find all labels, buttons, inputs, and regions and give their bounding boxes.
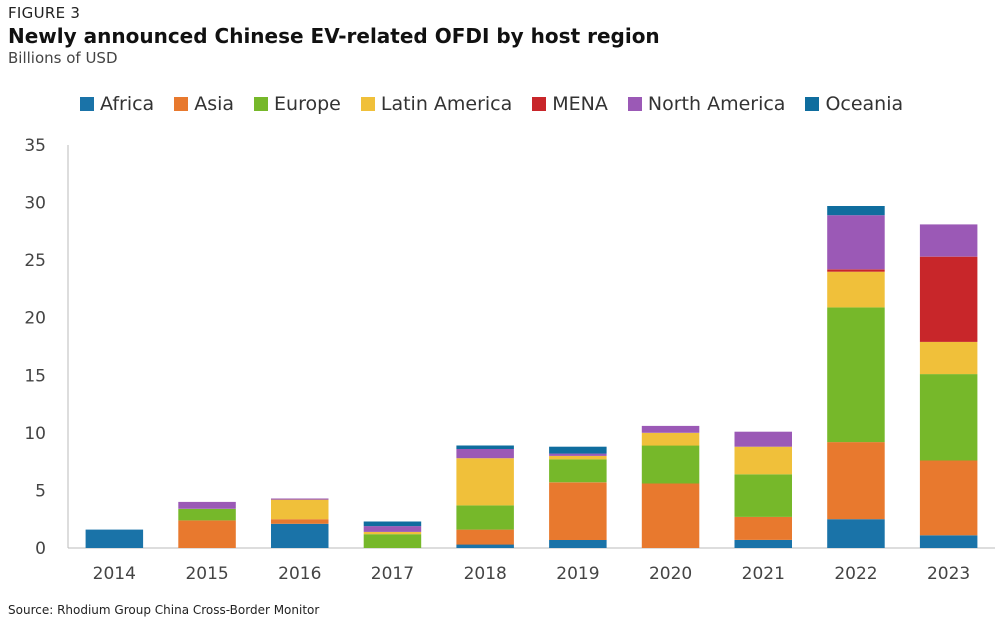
- bar-segment-2023-mena: [919, 256, 978, 342]
- bar-segment-2016-africa: [271, 523, 329, 548]
- bar-segment-2017-oceania: [363, 521, 422, 527]
- y-tick-label: 15: [24, 366, 46, 386]
- legend-swatch: [805, 97, 820, 111]
- x-tick-label: 2016: [278, 564, 321, 584]
- legend-label: MENA: [552, 93, 608, 115]
- bar-segment-2023-north-america: [919, 224, 978, 257]
- x-tick-label: 2014: [93, 564, 136, 584]
- bar-segment-2018-latin-america: [456, 458, 514, 506]
- legend-label: Oceania: [825, 93, 904, 115]
- y-tick-label: 20: [24, 309, 46, 329]
- bar-segment-2021-europe: [734, 474, 792, 517]
- bar-segment-2023-africa: [919, 535, 978, 548]
- bar-segment-2022-asia: [827, 442, 885, 520]
- legend-item-europe: Europe: [254, 93, 341, 115]
- legend-label: North America: [647, 93, 786, 115]
- legend-item-north-america: North America: [627, 93, 786, 115]
- bar-segment-2023-europe: [919, 374, 978, 461]
- bar-segment-2019-north-america: [549, 453, 607, 456]
- x-tick-label: 2023: [927, 564, 970, 584]
- bar-segment-2022-africa: [827, 519, 885, 548]
- legend-label: Europe: [274, 93, 341, 115]
- bar-segment-2017-north-america: [363, 526, 422, 532]
- bar-segment-2021-latin-america: [734, 446, 792, 475]
- y-tick-label: 0: [35, 539, 46, 559]
- source-note: Source: Rhodium Group China Cross-Border…: [8, 603, 320, 617]
- x-tick-label: 2022: [834, 564, 877, 584]
- bar-segment-2016-asia: [271, 519, 329, 524]
- legend-swatch: [532, 97, 547, 111]
- legend-item-asia: Asia: [174, 93, 234, 115]
- legend-label: Asia: [194, 93, 235, 115]
- legend-item-oceania: Oceania: [805, 93, 903, 115]
- bar-segment-2020-north-america: [641, 425, 700, 433]
- bar-segment-2018-asia: [456, 529, 514, 545]
- y-tick-label: 10: [24, 424, 46, 444]
- bar-segment-2020-europe: [641, 445, 700, 484]
- bar-segment-2019-africa: [549, 539, 607, 548]
- chart-title: Newly announced Chinese EV-related OFDI …: [8, 24, 660, 48]
- bar-segment-2018-oceania: [456, 445, 514, 449]
- bar-segment-2019-oceania: [549, 446, 607, 454]
- y-tick-label: 5: [35, 481, 46, 501]
- bar-segment-2019-asia: [549, 482, 607, 540]
- x-tick-label: 2017: [371, 564, 414, 584]
- x-tick-label: 2018: [464, 564, 507, 584]
- bar-segment-2014-africa: [85, 529, 144, 548]
- x-tick-label: 2015: [185, 564, 228, 584]
- legend-label: Africa: [100, 93, 155, 115]
- bar-segment-2023-latin-america: [919, 341, 978, 375]
- bar-segment-2021-africa: [734, 539, 792, 548]
- legend-swatch: [254, 97, 269, 111]
- legend-item-africa: Africa: [80, 93, 154, 115]
- bar-segment-2018-north-america: [456, 449, 514, 459]
- y-tick-label: 35: [24, 136, 46, 156]
- bar-segment-2022-mena: [827, 269, 885, 272]
- bar-segment-2023-asia: [919, 460, 978, 536]
- legend-swatch: [80, 97, 94, 111]
- legend-item-latin-america: Latin America: [360, 93, 513, 115]
- bar-segment-2015-north-america: [178, 501, 236, 509]
- chart-legend: Africa Asia Europe Latin America MENA North A…: [80, 93, 923, 115]
- bar-segment-2017-latin-america: [363, 531, 422, 535]
- bar-segment-2022-latin-america: [827, 271, 885, 308]
- x-tick-label: 2020: [649, 564, 692, 584]
- bar-segment-2022-oceania: [827, 206, 885, 216]
- legend-swatch: [360, 97, 375, 111]
- bar-segment-2019-europe: [549, 459, 607, 483]
- figure-label: FIGURE 3: [8, 4, 81, 22]
- bar-segment-2021-asia: [734, 516, 792, 540]
- y-tick-label: 30: [24, 194, 46, 214]
- legend-swatch: [174, 97, 189, 111]
- x-tick-label: 2019: [556, 564, 599, 584]
- bar-segment-2021-north-america: [734, 431, 792, 447]
- bar-segment-2018-europe: [456, 505, 514, 530]
- bar-segment-2015-asia: [178, 520, 236, 548]
- bar-segment-2019-latin-america: [549, 455, 607, 460]
- bar-segment-2020-latin-america: [641, 432, 700, 446]
- x-tick-label: 2021: [742, 564, 785, 584]
- legend-label: Latin America: [380, 93, 513, 115]
- bar-segment-2015-europe: [178, 508, 236, 521]
- bar-segment-2020-asia: [641, 483, 700, 548]
- bar-segment-2018-africa: [456, 544, 514, 548]
- legend-item-mena: MENA: [532, 93, 608, 115]
- chart-subtitle: Billions of USD: [8, 49, 118, 67]
- bar-segment-2022-north-america: [827, 215, 885, 270]
- y-tick-label: 25: [24, 251, 46, 271]
- bar-segment-2017-europe: [363, 534, 422, 548]
- bar-segment-2016-north-america: [271, 498, 329, 500]
- bar-segment-2022-europe: [827, 307, 885, 443]
- bar-segment-2016-latin-america: [271, 499, 329, 520]
- legend-swatch: [627, 97, 642, 111]
